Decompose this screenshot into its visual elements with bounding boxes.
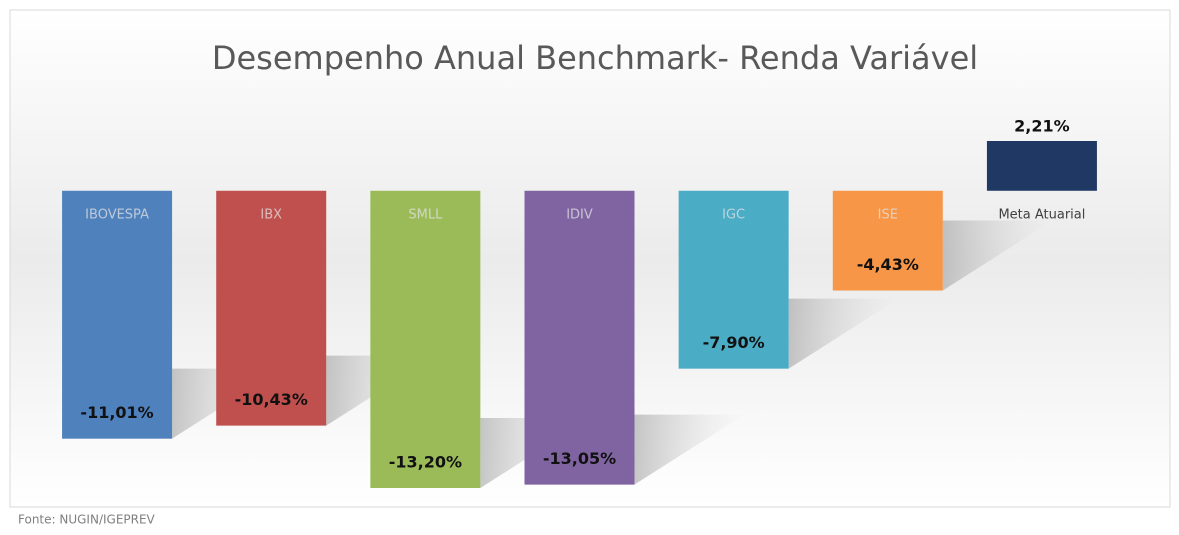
value-label: -10,43% [235,390,308,409]
category-label: IGC [722,207,745,222]
value-label: -4,43% [857,255,919,274]
bar [832,190,943,291]
category-label: SMLL [408,207,443,222]
bar [370,190,481,488]
value-label: -7,90% [703,333,765,352]
bar-shadow [634,414,745,485]
chart-title: Desempenho Anual Benchmark- Renda Variáv… [212,39,978,77]
bar-shadow [172,368,283,439]
value-label: -13,20% [389,453,462,472]
bar-shadow [788,298,899,369]
category-label: Meta Atuarial [998,207,1085,222]
bar-shadow [942,220,1053,291]
category-label: IDIV [566,207,593,222]
bar [678,190,789,369]
category-label: IBX [260,207,282,222]
bar [216,190,327,426]
category-label: IBOVESPA [85,207,149,222]
bar [62,190,173,439]
bar [986,141,1097,191]
category-label: ISE [878,207,898,222]
source: Fonte: NUGIN/IGEPREV [18,513,156,527]
value-label: 2,21% [1014,117,1070,136]
value-label: -13,05% [543,449,616,468]
value-label: -11,01% [80,403,153,422]
bar [524,190,635,485]
